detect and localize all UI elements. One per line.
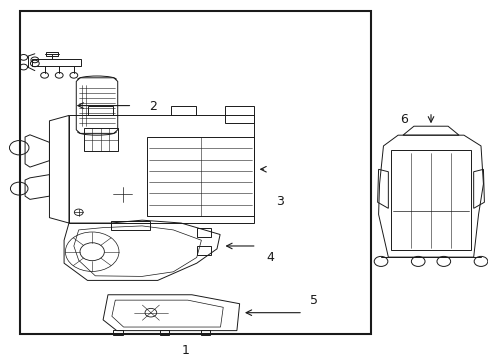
Text: 5: 5 <box>310 294 318 307</box>
Bar <box>83 128 118 151</box>
Bar <box>196 246 211 255</box>
Bar <box>111 221 150 230</box>
Bar <box>69 116 254 223</box>
Bar <box>171 107 195 116</box>
Bar <box>200 330 210 335</box>
Bar <box>20 12 370 334</box>
Bar <box>147 137 254 216</box>
Text: 1: 1 <box>182 344 189 357</box>
Bar <box>224 107 254 123</box>
Text: 4: 4 <box>266 251 274 264</box>
Bar <box>159 330 169 335</box>
Text: 2: 2 <box>149 100 157 113</box>
Bar <box>113 330 122 335</box>
Text: 3: 3 <box>276 195 284 208</box>
Bar <box>390 149 470 250</box>
Text: 6: 6 <box>400 113 407 126</box>
Bar <box>88 107 113 116</box>
Bar <box>46 52 58 56</box>
Bar <box>196 228 211 237</box>
